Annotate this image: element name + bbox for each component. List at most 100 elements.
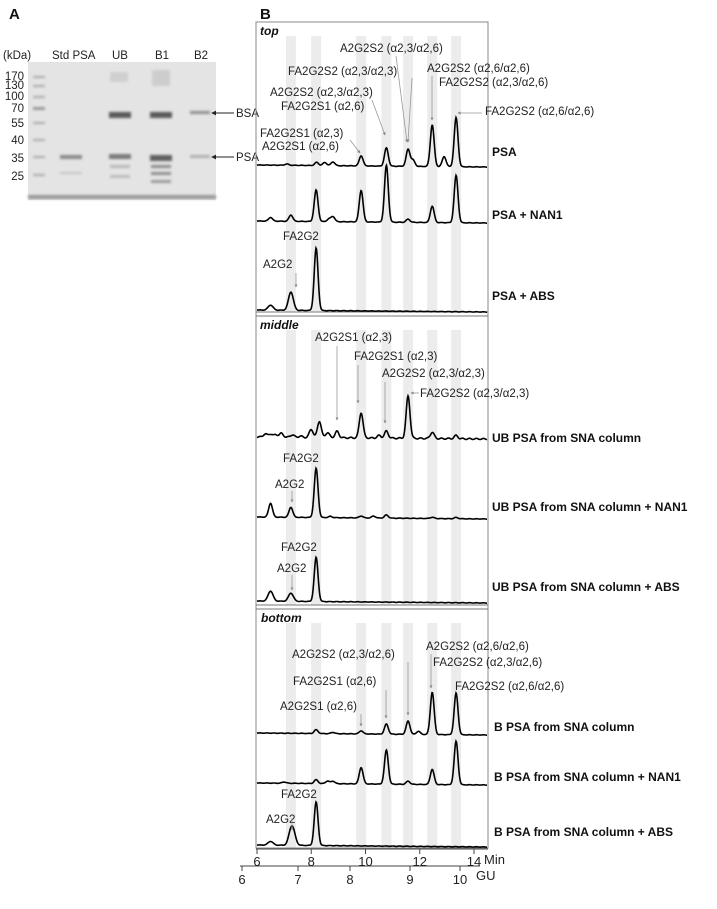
panel-a-gel: A (kDa) Std PSA UB B1 B2 170 130 100 70 … bbox=[3, 6, 259, 200]
marker-130: 130 bbox=[5, 80, 24, 92]
section-label-middle: middle bbox=[260, 318, 299, 332]
psa-band-label: PSA bbox=[236, 152, 259, 164]
trace-b-psa-from-sna-column-abs bbox=[256, 800, 487, 849]
gu-tick-label: 7 bbox=[294, 872, 301, 887]
peak-annotation: FA2G2 bbox=[283, 231, 319, 243]
peak-annotation: FA2G2S1 (α2,3) bbox=[354, 351, 438, 363]
peak-annotation: A2G2 bbox=[266, 814, 295, 826]
peak-annotation: FA2G2S1 (α2,6) bbox=[293, 676, 377, 688]
panel-b-label: B bbox=[260, 6, 271, 23]
chart-frame bbox=[255, 21, 489, 849]
shaded-band bbox=[381, 330, 392, 605]
peak-annotation: FA2G2 bbox=[281, 542, 317, 554]
min-tick-label: 14 bbox=[467, 854, 481, 869]
shaded-band bbox=[356, 36, 367, 312]
peak-annotation: FA2G2S2 (α2,3/α2,6) bbox=[433, 657, 542, 669]
trace-b-psa-from-sna-column bbox=[256, 690, 487, 737]
min-tick-label: 12 bbox=[413, 854, 427, 869]
lane-label-b1: B1 bbox=[155, 50, 169, 62]
shaded-band bbox=[356, 330, 367, 605]
peak-annotation: FA2G2 bbox=[283, 453, 319, 465]
shaded-band bbox=[285, 623, 296, 848]
shaded-band bbox=[403, 623, 414, 848]
shaded-band bbox=[285, 36, 296, 312]
trace-ub-psa-from-sna-column bbox=[256, 393, 488, 441]
trace-ub-psa-from-sna-column-abs bbox=[256, 555, 487, 605]
peak-annotation: A2G2S2 (α2,3/α2,3) bbox=[270, 87, 373, 99]
bsa-band-label: BSA bbox=[236, 108, 259, 120]
bottom-annotations: A2G2S2 (α2,3/α2,6) A2G2S2 (α2,6/α2,6) FA… bbox=[266, 641, 564, 831]
shaded-band bbox=[427, 36, 438, 312]
sample-labels: PSA PSA + NAN1 PSA + ABS UB PSA from SNA… bbox=[492, 145, 688, 839]
kda-unit-label: (kDa) bbox=[3, 50, 31, 62]
min-tick-label: 8 bbox=[308, 854, 315, 869]
shaded-band bbox=[427, 330, 438, 605]
peak-annotation: FA2G2S2 (α2,3/α2,6) bbox=[439, 77, 548, 89]
shaded-band bbox=[427, 623, 438, 848]
sample-label: UB PSA from SNA column bbox=[492, 431, 641, 445]
marker-100: 100 bbox=[5, 91, 24, 103]
sample-label: PSA + NAN1 bbox=[492, 208, 563, 222]
sample-label: B PSA from SNA column bbox=[494, 720, 634, 734]
min-axis-label: Min bbox=[484, 852, 505, 867]
min-tick-label: 10 bbox=[358, 854, 372, 869]
gel-background bbox=[28, 62, 216, 200]
shaded-band bbox=[451, 330, 462, 605]
chromatogram-traces bbox=[256, 114, 488, 849]
sample-label: B PSA from SNA column + NAN1 bbox=[494, 770, 681, 784]
sample-label: B PSA from SNA column + ABS bbox=[494, 825, 673, 839]
shaded-band bbox=[311, 623, 322, 848]
gu-axis-label: GU bbox=[476, 868, 496, 883]
x-axes: Min GU 6 8 10 12 146 7 8 9 10 bbox=[238, 848, 505, 887]
peak-annotation: A2G2S2 (α2,6/α2,6) bbox=[427, 63, 530, 75]
gel-bands bbox=[28, 70, 216, 199]
lane-label-b2: B2 bbox=[194, 50, 208, 62]
marker-25: 25 bbox=[11, 171, 24, 183]
peak-annotation: FA2G2S2 (α2,6/α2,6) bbox=[485, 106, 594, 118]
trace-b-psa-from-sna-column-nan1 bbox=[256, 739, 487, 787]
marker-40: 40 bbox=[11, 135, 24, 147]
peak-annotation: A2G2S2 (α2,6/α2,6) bbox=[426, 641, 529, 653]
trace-ub-psa-from-sna-column-nan1 bbox=[256, 466, 487, 521]
peak-annotation: A2G2S2 (α2,3/α2,3) bbox=[382, 368, 485, 380]
peak-annotation: A2G2 bbox=[277, 563, 306, 575]
shaded-band bbox=[381, 36, 392, 312]
peak-annotation: A2G2 bbox=[263, 259, 292, 271]
gu-tick-label: 9 bbox=[406, 872, 413, 887]
shaded-band bbox=[403, 330, 414, 605]
peak-annotation: A2G2 bbox=[275, 479, 304, 491]
peak-annotation: FA2G2 bbox=[281, 789, 317, 801]
lane-label-ub: UB bbox=[112, 50, 128, 62]
section-label-bottom: bottom bbox=[261, 611, 302, 625]
lane-label-std-psa: Std PSA bbox=[52, 50, 96, 62]
peak-annotation: FA2G2S2 (α2,3/α2,3) bbox=[420, 388, 529, 400]
sample-label: UB PSA from SNA column + NAN1 bbox=[492, 500, 688, 514]
shaded-band bbox=[451, 623, 462, 848]
peak-annotation: FA2G2S2 (α2,3/α2,3) bbox=[288, 66, 397, 78]
trace-psa-nan1 bbox=[256, 162, 487, 224]
gu-tick-label: 10 bbox=[453, 872, 467, 887]
marker-70: 70 bbox=[11, 103, 24, 115]
sample-label: PSA + ABS bbox=[492, 289, 555, 303]
gu-tick-label: 8 bbox=[346, 872, 353, 887]
middle-annotations: A2G2S1 (α2,3) FA2G2S1 (α2,3) A2G2S2 (α2,… bbox=[275, 332, 529, 591]
marker-170: 170 bbox=[5, 71, 24, 83]
sample-label: PSA bbox=[492, 145, 517, 159]
marker-35: 35 bbox=[11, 153, 24, 165]
shaded-band bbox=[285, 330, 296, 605]
trace-psa-abs bbox=[256, 245, 487, 314]
top-annotations: A2G2S2 (α2,3/α2,6) FA2G2S2 (α2,3/α2,3) A… bbox=[260, 43, 594, 288]
peak-annotation: A2G2S2 (α2,3/α2,6) bbox=[340, 43, 443, 55]
peak-annotation: A2G2S1 (α2,3) bbox=[315, 332, 392, 344]
shaded-band bbox=[356, 623, 367, 848]
peak-annotation: A2G2S2 (α2,3/α2,6) bbox=[292, 649, 395, 661]
shaded-band bbox=[381, 623, 392, 848]
panel-a-label: A bbox=[9, 6, 20, 23]
trace-psa bbox=[256, 114, 487, 168]
peak-annotation: FA2G2S2 (α2,6/α2,6) bbox=[455, 681, 564, 693]
peak-annotation: FA2G2S1 (α2,6) bbox=[281, 101, 365, 113]
min-tick-label: 6 bbox=[253, 854, 260, 869]
marker-55: 55 bbox=[11, 118, 24, 130]
section-label-top: top bbox=[260, 24, 279, 38]
